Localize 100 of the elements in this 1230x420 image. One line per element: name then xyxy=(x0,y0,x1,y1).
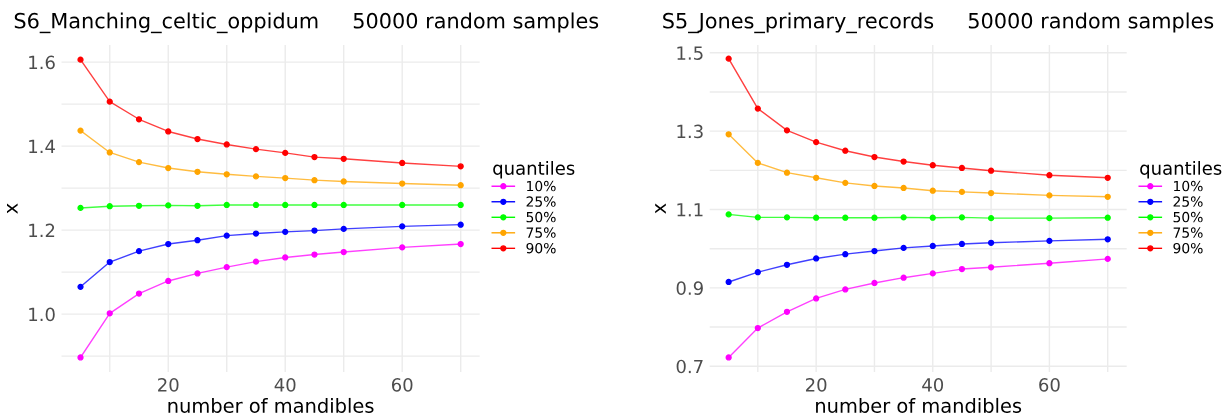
point xyxy=(223,263,230,271)
point xyxy=(135,116,143,123)
point xyxy=(165,164,172,172)
point xyxy=(340,225,347,233)
point xyxy=(1046,172,1053,179)
point xyxy=(399,223,406,230)
point xyxy=(77,127,84,134)
point xyxy=(842,179,849,186)
point xyxy=(987,239,995,246)
point xyxy=(106,149,113,156)
x-tick-label: 60 xyxy=(391,377,413,392)
point xyxy=(871,214,878,221)
legend-label: 90% xyxy=(526,242,556,254)
point xyxy=(1104,193,1111,200)
point xyxy=(958,265,966,273)
point xyxy=(457,163,464,170)
point xyxy=(165,202,172,209)
x-tick-label: 60 xyxy=(1039,377,1060,392)
point xyxy=(1046,215,1053,222)
point xyxy=(252,201,260,209)
point xyxy=(725,354,732,361)
point xyxy=(457,201,464,209)
point xyxy=(194,202,201,209)
point xyxy=(871,153,878,161)
point xyxy=(783,169,791,176)
point xyxy=(223,232,230,239)
point xyxy=(754,105,761,112)
point xyxy=(813,255,820,262)
legend-label: 75% xyxy=(1173,227,1203,238)
point xyxy=(900,244,907,252)
point xyxy=(106,98,113,105)
point xyxy=(311,177,318,184)
point xyxy=(842,251,849,258)
point xyxy=(106,258,113,266)
point xyxy=(135,290,143,297)
y-tick-label: 0.9 xyxy=(676,281,703,295)
point xyxy=(871,279,878,287)
point xyxy=(399,180,406,187)
point xyxy=(871,247,878,255)
text: 1.0 xyxy=(29,307,55,322)
point xyxy=(340,155,347,162)
point xyxy=(457,182,464,189)
point xyxy=(900,214,907,221)
point xyxy=(77,56,84,63)
point xyxy=(900,274,907,281)
legend-title: quantiles xyxy=(1140,160,1222,179)
point xyxy=(194,237,201,244)
legend-label: 10% xyxy=(527,180,556,192)
x-tick-label: 40 xyxy=(274,377,296,392)
point xyxy=(987,167,995,174)
point xyxy=(135,248,143,255)
point xyxy=(958,240,966,248)
point xyxy=(783,127,791,134)
point xyxy=(1046,237,1053,244)
point xyxy=(813,138,820,146)
y-tick-label: 1.4 xyxy=(29,139,55,154)
point xyxy=(842,286,849,293)
point xyxy=(929,162,936,169)
point xyxy=(223,201,230,209)
point xyxy=(1046,260,1053,267)
point xyxy=(223,171,230,178)
point xyxy=(929,242,936,250)
point xyxy=(783,261,791,268)
legend-label: 25% xyxy=(526,196,556,207)
point xyxy=(900,184,907,192)
point xyxy=(1046,192,1053,199)
y-axis-title: x xyxy=(655,203,666,214)
y-tick-label: 0.7 xyxy=(676,359,703,374)
chart-title: S6_Manching_celtic_oppidum 50000 random samples xyxy=(14,12,599,34)
y-tick-label: 1.5 xyxy=(677,46,703,60)
point xyxy=(77,354,84,361)
point xyxy=(929,270,936,277)
y-tick-label: 1.2 xyxy=(29,223,55,238)
point xyxy=(77,204,84,212)
point xyxy=(165,128,172,135)
point xyxy=(340,178,347,185)
point xyxy=(223,141,230,148)
point xyxy=(900,158,907,165)
point xyxy=(987,189,995,197)
point xyxy=(842,147,849,154)
point xyxy=(929,214,936,221)
point xyxy=(77,283,84,290)
point xyxy=(165,277,172,285)
legend-label: 75% xyxy=(526,227,556,238)
point xyxy=(754,324,761,332)
point xyxy=(106,310,113,317)
point xyxy=(987,215,995,222)
point xyxy=(871,182,878,190)
legend-label: 25% xyxy=(1173,196,1203,207)
legend-label: 50% xyxy=(1173,211,1203,223)
point xyxy=(399,244,406,251)
point xyxy=(958,188,966,196)
point xyxy=(106,203,113,210)
point xyxy=(282,201,289,209)
point xyxy=(282,254,289,261)
point xyxy=(399,201,406,209)
point xyxy=(929,187,936,194)
y-tick-label: 1.1 xyxy=(677,203,703,217)
point xyxy=(842,214,849,221)
point xyxy=(987,264,995,271)
